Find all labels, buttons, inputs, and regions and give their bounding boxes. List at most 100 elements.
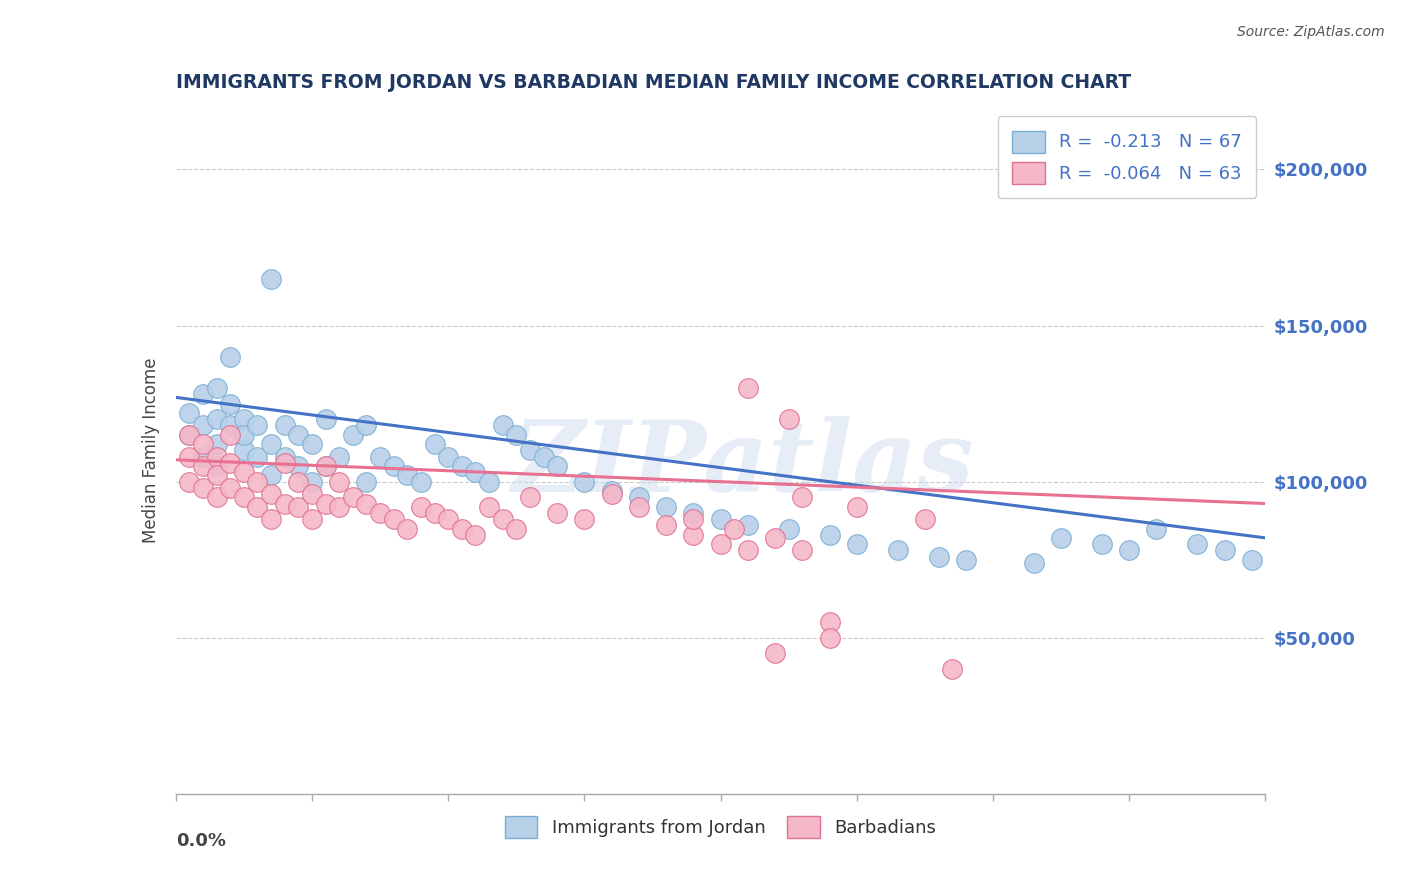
- Point: [1022, 556, 1045, 570]
- Point: [492, 512, 515, 526]
- Point: [301, 512, 323, 526]
- Point: [519, 490, 541, 504]
- Point: [1187, 537, 1209, 551]
- Point: [886, 543, 908, 558]
- Point: [464, 466, 486, 480]
- Point: [845, 500, 868, 514]
- Point: [219, 427, 242, 442]
- Point: [287, 427, 309, 442]
- Point: [1240, 552, 1263, 567]
- Point: [315, 496, 337, 510]
- Point: [246, 418, 269, 433]
- Point: [478, 475, 501, 489]
- Point: [546, 506, 568, 520]
- Point: [792, 490, 814, 504]
- Point: [368, 450, 391, 464]
- Point: [328, 500, 350, 514]
- Point: [450, 521, 472, 535]
- Y-axis label: Median Family Income: Median Family Income: [142, 358, 160, 543]
- Point: [232, 412, 254, 426]
- Point: [179, 450, 201, 464]
- Point: [328, 475, 350, 489]
- Point: [464, 527, 486, 541]
- Point: [505, 427, 527, 442]
- Point: [396, 521, 419, 535]
- Point: [191, 481, 214, 495]
- Point: [287, 475, 309, 489]
- Point: [179, 406, 201, 420]
- Point: [437, 512, 460, 526]
- Point: [682, 527, 704, 541]
- Point: [600, 483, 623, 498]
- Point: [382, 512, 405, 526]
- Point: [818, 631, 841, 645]
- Point: [301, 437, 323, 451]
- Point: [1050, 531, 1073, 545]
- Point: [205, 458, 228, 473]
- Point: [792, 543, 814, 558]
- Point: [1213, 543, 1236, 558]
- Point: [437, 450, 460, 464]
- Point: [737, 543, 759, 558]
- Point: [519, 443, 541, 458]
- Point: [655, 500, 678, 514]
- Point: [179, 427, 201, 442]
- Point: [191, 437, 214, 451]
- Point: [287, 500, 309, 514]
- Point: [246, 500, 269, 514]
- Point: [818, 615, 841, 630]
- Point: [232, 490, 254, 504]
- Point: [287, 458, 309, 473]
- Point: [205, 381, 228, 395]
- Point: [423, 506, 446, 520]
- Point: [955, 552, 977, 567]
- Point: [492, 418, 515, 433]
- Point: [274, 456, 297, 470]
- Point: [219, 350, 242, 364]
- Point: [179, 475, 201, 489]
- Point: [191, 450, 214, 464]
- Point: [232, 427, 254, 442]
- Point: [219, 396, 242, 410]
- Point: [219, 456, 242, 470]
- Point: [274, 418, 297, 433]
- Point: [682, 506, 704, 520]
- Point: [382, 458, 405, 473]
- Point: [232, 443, 254, 458]
- Point: [260, 437, 283, 451]
- Point: [315, 458, 337, 473]
- Point: [274, 496, 297, 510]
- Point: [219, 481, 242, 495]
- Point: [533, 450, 555, 464]
- Point: [219, 418, 242, 433]
- Point: [205, 437, 228, 451]
- Point: [342, 490, 364, 504]
- Point: [342, 427, 364, 442]
- Point: [710, 537, 733, 551]
- Point: [260, 468, 283, 483]
- Point: [737, 518, 759, 533]
- Point: [409, 475, 432, 489]
- Point: [423, 437, 446, 451]
- Point: [205, 450, 228, 464]
- Point: [478, 500, 501, 514]
- Point: [574, 512, 596, 526]
- Point: [356, 418, 378, 433]
- Point: [928, 549, 950, 564]
- Point: [710, 512, 733, 526]
- Point: [574, 475, 596, 489]
- Point: [356, 475, 378, 489]
- Point: [232, 466, 254, 480]
- Point: [914, 512, 936, 526]
- Point: [763, 531, 786, 545]
- Point: [627, 490, 650, 504]
- Point: [1144, 521, 1167, 535]
- Point: [205, 412, 228, 426]
- Point: [627, 500, 650, 514]
- Legend: Immigrants from Jordan, Barbadians: Immigrants from Jordan, Barbadians: [496, 806, 945, 847]
- Point: [941, 662, 963, 676]
- Point: [1091, 537, 1114, 551]
- Point: [260, 487, 283, 501]
- Point: [1118, 543, 1140, 558]
- Point: [409, 500, 432, 514]
